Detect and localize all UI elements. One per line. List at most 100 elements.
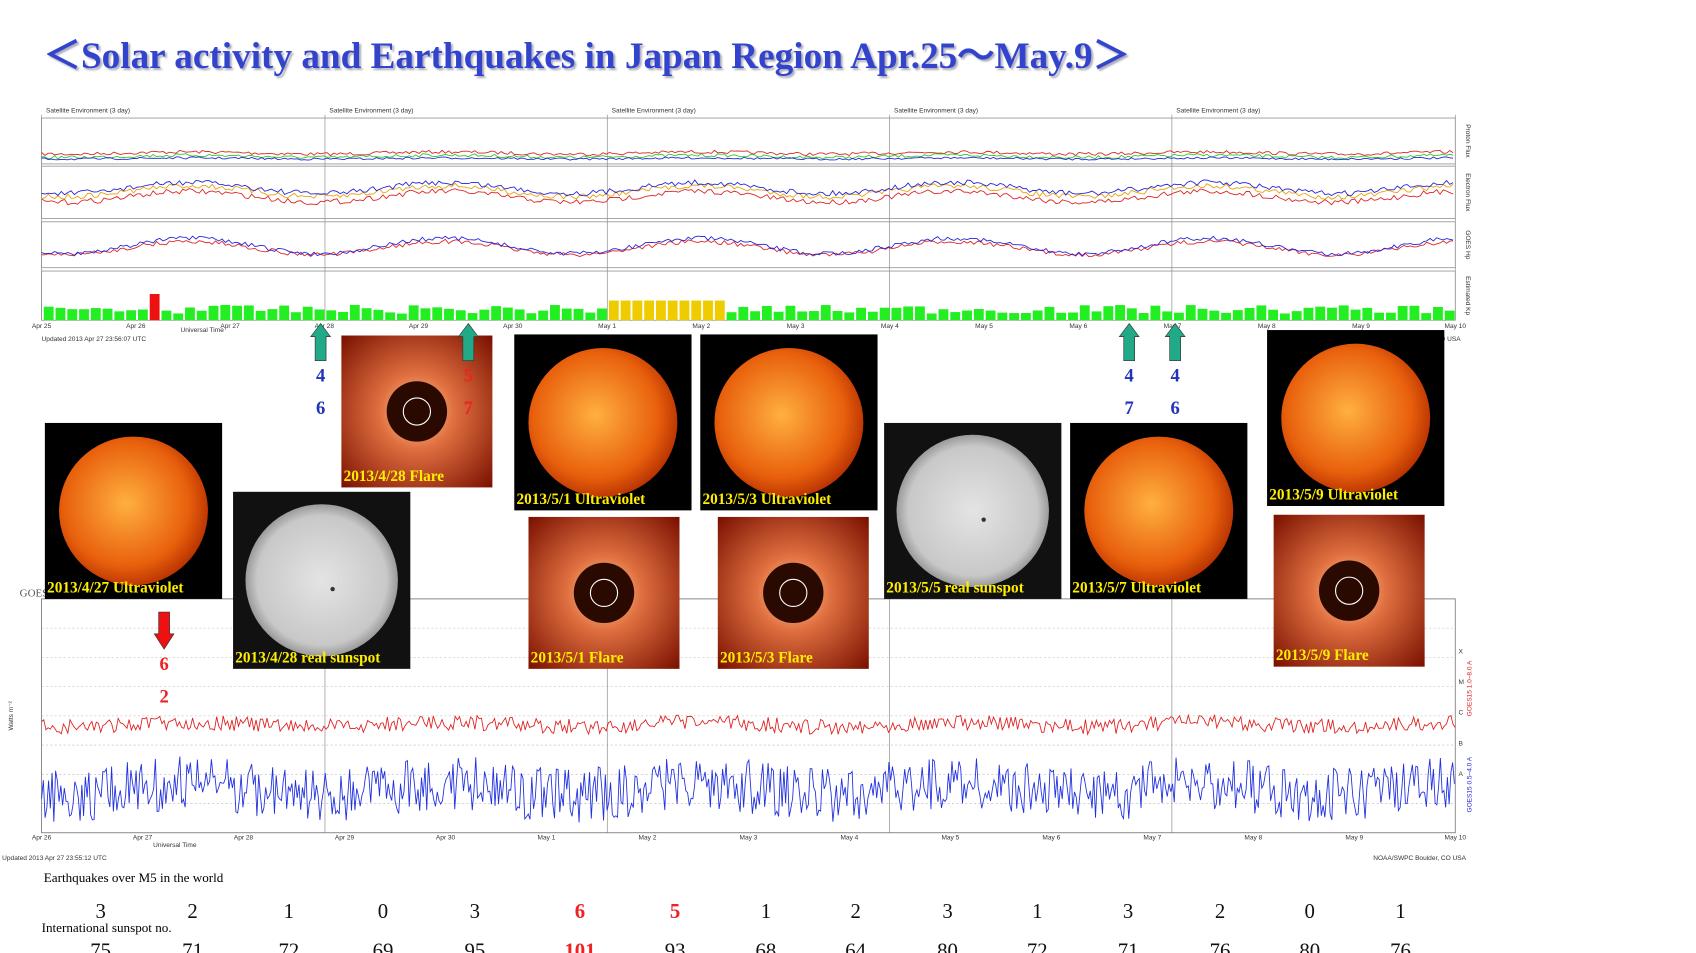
kp-bar xyxy=(538,310,549,321)
kp-bar xyxy=(149,293,160,321)
earthquake-count: 2 xyxy=(187,900,197,923)
sunspot-count: 95 xyxy=(464,939,485,953)
sun-uv xyxy=(59,436,208,586)
axis-label: Universal Time xyxy=(181,327,225,334)
kp-bar xyxy=(608,300,619,321)
sunspot-count: 71 xyxy=(182,939,203,953)
updated: Updated 2013 Apr 27 23:55:12 UTC xyxy=(2,855,107,862)
kp-bar xyxy=(1279,313,1290,321)
date-label: Apr 26 xyxy=(126,323,146,330)
kp-bar xyxy=(632,300,643,321)
panel-header: Satellite Environment (3 day) xyxy=(612,108,696,115)
date-label: May 3 xyxy=(787,323,805,330)
subplot-frame xyxy=(41,165,1456,219)
axis-label: Universal Time xyxy=(153,842,197,849)
sunspot-count: 80 xyxy=(1299,939,1320,953)
kp-bar xyxy=(891,307,902,321)
kp-bar xyxy=(1409,305,1420,321)
hp-red xyxy=(41,238,1454,258)
kp-bar xyxy=(703,300,713,321)
kp-bar xyxy=(361,308,372,321)
kp-bar xyxy=(962,310,972,321)
proton-blue xyxy=(41,156,1454,161)
sun-uv xyxy=(714,348,864,497)
kp-bar xyxy=(491,306,502,321)
date-label: May 8 xyxy=(1244,834,1262,841)
kp-bar xyxy=(561,308,572,321)
sun-outline xyxy=(1335,576,1364,605)
kp-bar xyxy=(585,312,596,321)
earthquake-count: 1 xyxy=(284,900,294,923)
date-label: Apr 29 xyxy=(335,834,355,841)
kp-bar xyxy=(373,309,384,321)
sunspot-count: 80 xyxy=(937,939,958,953)
date-label: May 5 xyxy=(941,834,959,841)
arrow-top: 4 xyxy=(316,365,325,386)
kp-bar xyxy=(1138,313,1149,321)
date-label: Apr 30 xyxy=(503,323,523,330)
kp-bar xyxy=(691,300,702,321)
kp-bar xyxy=(879,307,890,321)
electron-red xyxy=(41,188,1454,206)
kp-bar xyxy=(573,308,584,321)
earthquake-count: 6 xyxy=(575,900,585,923)
kp-bar xyxy=(314,309,325,321)
row-label: GOES Hp xyxy=(1464,230,1471,259)
sunspot-count: 72 xyxy=(278,939,299,953)
arrow xyxy=(1164,322,1186,361)
kp-bar xyxy=(820,305,831,321)
earthquake-count: 3 xyxy=(470,900,480,923)
kp-bar xyxy=(267,309,278,321)
kp-bar xyxy=(1009,313,1020,321)
class-label: X xyxy=(1459,649,1464,656)
kp-bar xyxy=(349,304,360,321)
arrow-bottom: 7 xyxy=(464,398,473,419)
kp-bar xyxy=(856,307,866,321)
date-label: May 1 xyxy=(538,834,556,841)
kp-bar xyxy=(738,306,749,321)
kp-bar xyxy=(432,307,443,321)
sunspot-count: 101 xyxy=(564,939,595,953)
occulter xyxy=(386,381,448,442)
kp-bar xyxy=(43,306,54,321)
date-label: May 9 xyxy=(1345,834,1363,841)
earthquake-count: 3 xyxy=(942,900,952,923)
kp-bar xyxy=(243,305,254,321)
date-label: May 6 xyxy=(1069,323,1087,330)
kp-bar xyxy=(444,308,454,321)
kp-bar xyxy=(232,305,242,321)
kp-bar xyxy=(797,311,808,321)
kp-bar xyxy=(1162,311,1173,321)
row-label: Electron Flux xyxy=(1464,173,1471,212)
sunspot-count: 75 xyxy=(90,939,111,953)
sunspot-count: 69 xyxy=(373,939,394,953)
kp-bar xyxy=(1056,312,1067,321)
kp-bar xyxy=(973,309,984,321)
top-panel: Proton Flux Electron Flux GOES Hp Estimated… xyxy=(32,108,1471,343)
kp-bar xyxy=(1374,312,1385,321)
kp-bar xyxy=(750,311,761,321)
kp-bar xyxy=(161,310,172,321)
kp-bar xyxy=(396,313,407,321)
arrow-top: 4 xyxy=(1171,365,1180,386)
earthquake-count: 5 xyxy=(670,900,680,923)
data-rows: Earthquakes over M5 in the world Internat… xyxy=(42,870,1411,953)
kp-bar xyxy=(173,313,184,321)
photo-label: 2013/4/28 Flare xyxy=(344,468,445,485)
kp-bar xyxy=(1385,312,1396,321)
date-label: Apr 27 xyxy=(220,323,240,330)
date-label: Apr 28 xyxy=(234,834,254,841)
panel-header: Satellite Environment (3 day) xyxy=(894,108,978,115)
sunspot-count: 76 xyxy=(1210,939,1231,953)
occulter xyxy=(1318,560,1380,621)
updated: Updated 2013 Apr 27 23:56:07 UTC xyxy=(42,336,147,343)
kp-bar xyxy=(903,306,914,321)
photo-label: 2013/5/1 Flare xyxy=(531,649,624,666)
arrow-top: 6 xyxy=(159,654,168,675)
date-label: Apr 28 xyxy=(315,323,335,330)
date-label: May 9 xyxy=(1352,323,1370,330)
kp-bar xyxy=(655,300,666,321)
sunspot-count: 64 xyxy=(845,939,866,953)
kp-bar xyxy=(467,313,478,321)
kp-bar xyxy=(1327,307,1337,321)
